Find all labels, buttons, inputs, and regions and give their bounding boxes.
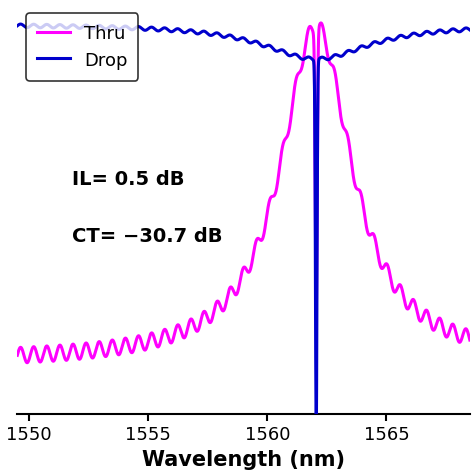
Thru	[15, 353, 20, 358]
Thru	[228, 284, 234, 290]
Thru	[127, 347, 133, 353]
Thru	[467, 337, 473, 343]
Drop	[305, 54, 310, 60]
Thru	[338, 117, 344, 123]
Thru	[438, 316, 443, 322]
Drop	[228, 33, 234, 38]
Drop	[18, 21, 23, 27]
Line: Drop: Drop	[18, 24, 470, 414]
Drop	[127, 26, 133, 32]
X-axis label: Wavelength (nm): Wavelength (nm)	[142, 450, 345, 470]
Drop	[338, 54, 344, 59]
Drop	[438, 27, 443, 33]
Line: Thru: Thru	[18, 23, 470, 363]
Drop	[15, 23, 20, 28]
Text: IL= 0.5 dB: IL= 0.5 dB	[72, 170, 184, 189]
Drop	[313, 411, 319, 417]
Drop	[467, 27, 473, 33]
Thru	[24, 360, 30, 365]
Thru	[318, 20, 324, 26]
Thru	[288, 114, 294, 120]
Legend: Thru, Drop: Thru, Drop	[27, 13, 138, 81]
Thru	[305, 28, 310, 34]
Text: CT= −30.7 dB: CT= −30.7 dB	[72, 227, 222, 246]
Drop	[288, 53, 294, 58]
